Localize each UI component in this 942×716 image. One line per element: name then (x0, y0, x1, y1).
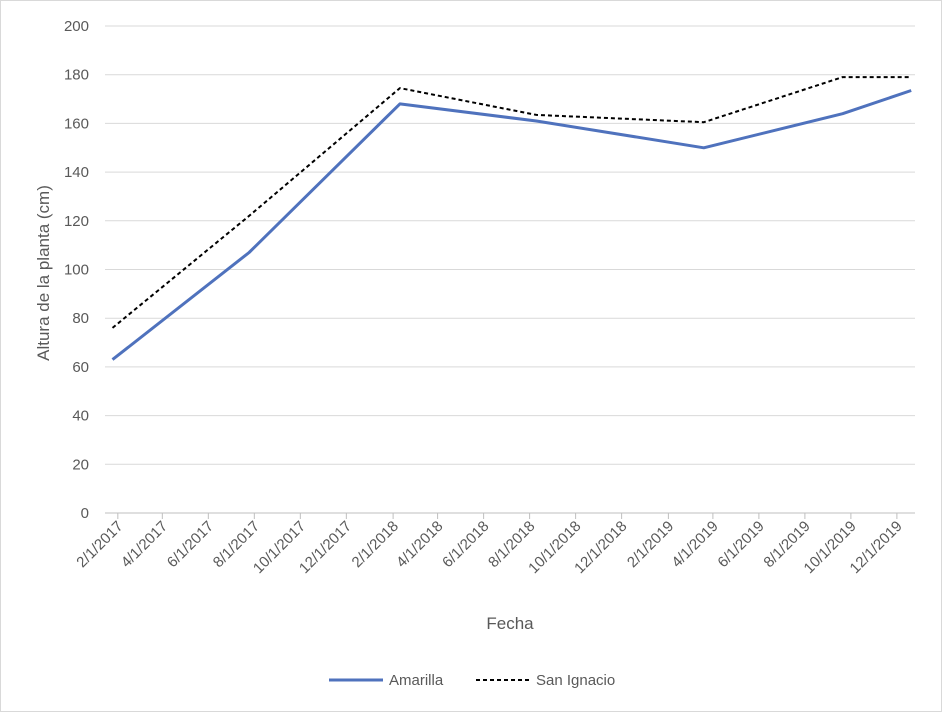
x-axis-title: Fecha (486, 614, 534, 633)
x-tick-label: 4/1/2018 (393, 518, 446, 571)
y-tick-label: 200 (64, 18, 89, 35)
y-tick-label: 100 (64, 262, 89, 279)
y-tick-label: 140 (64, 164, 89, 181)
x-tick-label: 4/1/2019 (668, 518, 721, 571)
series-line-san-ignacio (111, 76, 912, 329)
y-tick-label: 20 (72, 456, 89, 473)
y-tick-label: 120 (64, 213, 89, 230)
y-tick-labels: 0 20 40 60 80 100 120 140 160 180 200 (64, 18, 89, 522)
y-axis-title: Altura de la planta (cm) (34, 185, 53, 361)
y-tick-label: 40 (72, 408, 89, 425)
x-axis: 2/1/20174/1/20176/1/20178/1/201710/1/201… (73, 512, 915, 577)
x-tick-label: 2/1/2017 (73, 518, 126, 571)
x-tick-label: 2/1/2019 (624, 518, 677, 571)
gridlines (105, 25, 915, 465)
x-tick-label: 6/1/2017 (164, 518, 217, 571)
legend-label: San Ignacio (536, 672, 615, 689)
y-tick-label: 180 (64, 67, 89, 84)
x-tick-label: 4/1/2017 (118, 518, 171, 571)
legend-label: Amarilla (389, 672, 444, 689)
y-tick-label: 80 (72, 310, 89, 327)
series-lines (111, 76, 912, 361)
series-line-amarilla (111, 89, 912, 361)
x-tick-label: 6/1/2019 (714, 518, 767, 571)
y-tick-label: 160 (64, 115, 89, 132)
legend: Amarilla San Ignacio (329, 672, 615, 689)
y-tick-label: 0 (81, 505, 89, 522)
x-tick-label: 2/1/2018 (349, 518, 402, 571)
x-tick-label: 6/1/2018 (439, 518, 492, 571)
y-tick-label: 60 (72, 359, 89, 376)
